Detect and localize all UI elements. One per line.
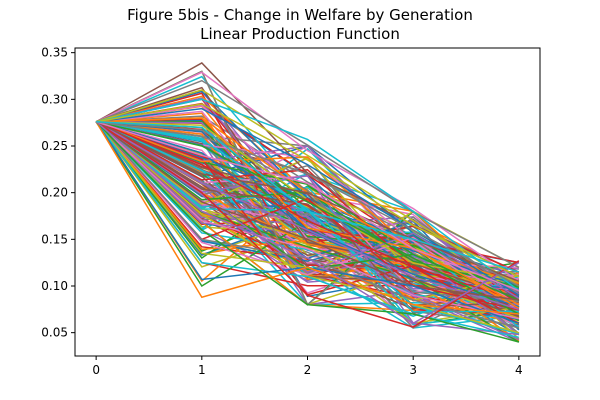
y-tick-label: 0.15 xyxy=(41,232,68,246)
series-line xyxy=(95,71,520,282)
x-tick-label: 0 xyxy=(92,363,100,377)
series-line xyxy=(95,79,520,268)
y-tick-label: 0.05 xyxy=(41,326,68,340)
series-line xyxy=(96,119,520,336)
series-line xyxy=(95,121,520,325)
series-line xyxy=(95,121,520,328)
series-line xyxy=(95,98,520,292)
series-line xyxy=(96,120,520,287)
y-tick-label: 0.35 xyxy=(41,46,68,60)
x-tick-label: 1 xyxy=(198,363,206,377)
y-tick-label: 0.30 xyxy=(41,92,68,106)
series-line xyxy=(95,121,520,339)
series-line xyxy=(95,121,519,315)
series-layer xyxy=(95,61,520,343)
x-tick-label: 2 xyxy=(304,363,312,377)
series-line xyxy=(95,121,520,283)
series-line xyxy=(95,121,520,324)
chart-title: Figure 5bis - Change in Welfare by Gener… xyxy=(127,6,473,24)
series-line xyxy=(96,120,519,313)
series-line xyxy=(95,121,520,301)
x-axis: 0 1 2 3 4 xyxy=(92,356,523,377)
series-line xyxy=(96,120,519,303)
y-tick-label: 0.20 xyxy=(41,186,68,200)
y-axis: 0.05 0.10 0.15 0.20 0.25 0.30 0.35 xyxy=(41,46,75,340)
series-line xyxy=(95,120,520,315)
series-line xyxy=(95,121,520,299)
series-line xyxy=(95,121,520,343)
series-line xyxy=(95,121,519,301)
series-line xyxy=(95,86,520,299)
series-line xyxy=(96,120,520,273)
series-line xyxy=(95,121,520,292)
x-tick-label: 4 xyxy=(515,363,523,377)
chart-subtitle: Linear Production Function xyxy=(200,25,400,43)
y-tick-label: 0.10 xyxy=(41,279,68,293)
series-line xyxy=(95,121,520,311)
x-tick-label: 3 xyxy=(409,363,417,377)
y-tick-label: 0.25 xyxy=(41,139,68,153)
series-line xyxy=(96,107,520,296)
series-line xyxy=(95,121,520,306)
series-line xyxy=(96,103,520,278)
